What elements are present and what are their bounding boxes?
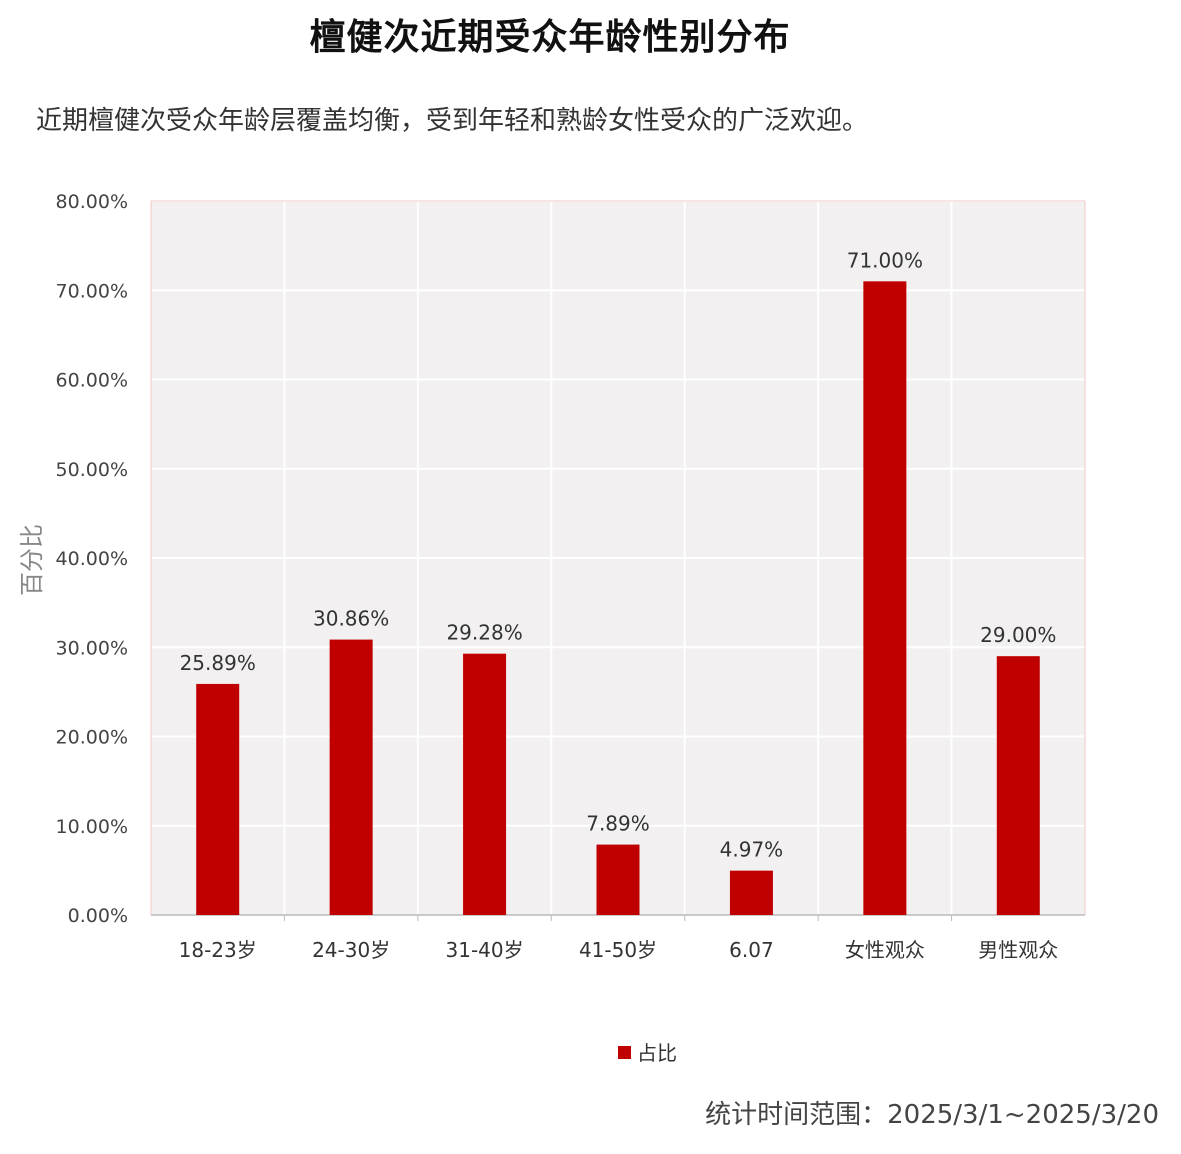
- data-label: 29.28%: [446, 621, 522, 645]
- y-tick-label: 70.00%: [56, 280, 128, 302]
- page-subtitle: 近期檀健次受众年龄层覆盖均衡，受到年轻和熟龄女性受众的广泛欢迎。: [36, 106, 869, 136]
- x-tick-label: 男性观众: [978, 938, 1058, 962]
- data-label: 29.00%: [980, 623, 1056, 647]
- data-label: 25.89%: [180, 651, 256, 675]
- x-tick-label: 女性观众: [845, 938, 925, 962]
- y-tick-label: 80.00%: [56, 191, 128, 213]
- data-label: 7.89%: [586, 812, 650, 836]
- y-tick-label: 30.00%: [56, 637, 128, 659]
- x-tick-label: 18-23岁: [179, 938, 257, 962]
- legend-swatch: [618, 1046, 631, 1059]
- bar: [463, 653, 507, 915]
- y-tick-label: 50.00%: [56, 459, 128, 481]
- y-tick-label: 40.00%: [56, 548, 128, 570]
- x-tick-label: 6.07: [729, 938, 774, 962]
- bar: [596, 844, 640, 915]
- x-tick-label: 41-50岁: [579, 938, 657, 962]
- data-label: 4.97%: [720, 838, 784, 862]
- bar: [863, 281, 907, 915]
- bar: [196, 683, 240, 915]
- y-tick-label: 60.00%: [56, 370, 128, 392]
- y-tick-label: 20.00%: [56, 727, 128, 749]
- y-tick-label: 0.00%: [68, 905, 128, 927]
- y-axis-title: 百分比: [18, 524, 46, 596]
- bar: [329, 639, 373, 915]
- legend: 占比: [618, 1041, 677, 1065]
- y-tick-label: 10.00%: [56, 816, 128, 838]
- bar: [996, 656, 1040, 915]
- data-label: 30.86%: [313, 607, 389, 631]
- x-tick-label: 24-30岁: [312, 938, 390, 962]
- page-title: 檀健次近期受众年龄性别分布: [309, 17, 791, 58]
- data-label: 71.00%: [847, 248, 923, 272]
- plot-area: 0.00% 10.00% 20.00% 30.00% 40.00% 50.00% 60.00…: [56, 191, 1086, 962]
- date-range-note: 统计时间范围：2025/3/1~2025/3/20: [705, 1100, 1159, 1130]
- x-tick-label: 31-40岁: [446, 938, 524, 962]
- legend-label: 占比: [637, 1041, 677, 1065]
- bar: [729, 870, 773, 915]
